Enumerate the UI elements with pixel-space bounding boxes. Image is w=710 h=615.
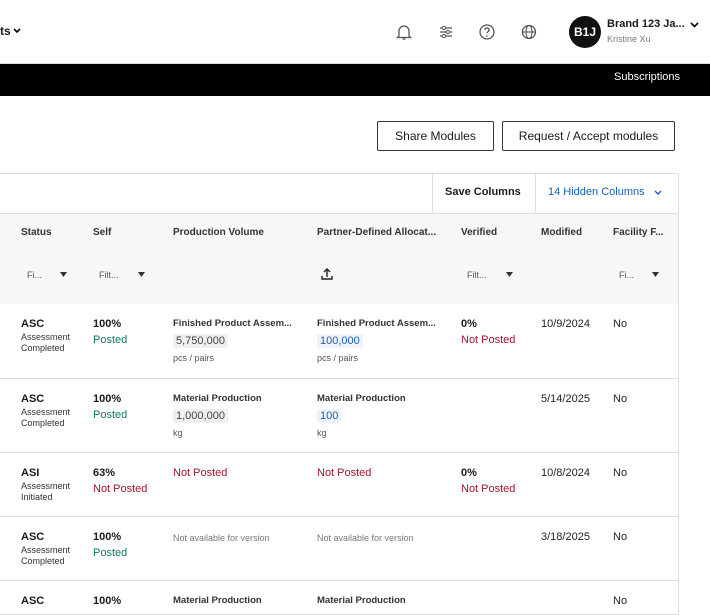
header-row (0, 213, 678, 304)
column-header: Facility F... (613, 227, 664, 238)
volume-label: Material Production (317, 393, 406, 404)
facility: No (613, 531, 628, 543)
modified-date: 3/18/2025 (541, 531, 590, 543)
facility: No (613, 393, 628, 405)
upload-icon[interactable] (319, 266, 335, 282)
volume-unit: pcs / pairs (317, 353, 359, 363)
chevron (690, 22, 699, 28)
filter-input[interactable]: Fi... (27, 270, 42, 280)
chevron (13, 28, 21, 34)
volume-state: Not Posted (173, 467, 228, 479)
column-header: Modified (541, 227, 583, 238)
modified-date: 10/8/2024 (541, 467, 590, 479)
volume-unit: kg (173, 428, 183, 438)
action-button[interactable]: Request / Accept modules (502, 121, 675, 151)
status-code: ASC (21, 531, 45, 543)
volume-value: 1,000,000 (173, 409, 228, 423)
row-divider (0, 378, 678, 379)
column-header: Status (21, 227, 52, 238)
volume-label: Material Production (317, 595, 406, 606)
row-divider (0, 516, 678, 517)
status-desc: Assessment Completed (21, 332, 71, 353)
column-header: Self (93, 227, 112, 238)
volume-unit: pcs / pairs (173, 353, 215, 363)
volume-label: Finished Product Assem... (317, 318, 436, 329)
verified-state: Not Posted (461, 334, 516, 346)
volume-note: Not available for version (317, 533, 414, 543)
filter-arrow (60, 272, 67, 277)
save-columns[interactable]: Save Columns (445, 186, 521, 198)
filter-input[interactable]: Fi... (619, 270, 634, 280)
filter-arrow (506, 272, 513, 277)
column-header: Production Volume (173, 227, 264, 238)
subnav-bar (0, 64, 710, 96)
verified-pct: 0% (461, 467, 477, 479)
volume-value: 100,000 (317, 334, 363, 348)
status-code: ASC (21, 393, 45, 405)
verified-pct: 0% (461, 318, 477, 330)
facility: No (613, 318, 628, 330)
volume-label: Finished Product Assem... (173, 318, 292, 329)
bell-icon[interactable] (395, 23, 413, 41)
account-name[interactable]: Brand 123 Ja... (607, 18, 685, 30)
volume-note: Not available for version (173, 533, 270, 543)
status-code: ASI (21, 467, 40, 479)
filter-input[interactable]: Filt... (467, 270, 487, 280)
hidden-columns[interactable]: 14 Hidden Columns (548, 186, 645, 198)
volume-label: Material Production (173, 595, 262, 606)
column-header: Verified (461, 227, 498, 238)
filter-input[interactable]: Filt... (99, 270, 119, 280)
facility: No (613, 595, 628, 607)
self-pct: 100% (93, 393, 122, 405)
chevron (654, 190, 662, 195)
settings-icon[interactable] (437, 23, 455, 41)
self-state: Posted (93, 334, 128, 346)
self-pct: 100% (93, 318, 122, 330)
volume-unit: kg (317, 428, 327, 438)
volume-state: Not Posted (317, 467, 372, 479)
filter-arrow (138, 272, 145, 277)
volume-value: 5,750,000 (173, 334, 228, 348)
status-code: ASC (21, 595, 45, 607)
self-pct: 100% (93, 531, 122, 543)
modified-date: 10/9/2024 (541, 318, 590, 330)
globe-icon[interactable] (520, 23, 538, 41)
row-divider (0, 580, 678, 581)
nav-item[interactable]: ts (0, 24, 11, 38)
status-code: ASC (21, 318, 45, 330)
action-button[interactable]: Share Modules (377, 121, 494, 151)
modified-date: 5/14/2025 (541, 393, 590, 405)
self-state: Not Posted (93, 483, 148, 495)
subnav-link[interactable]: Subscriptions (614, 71, 681, 83)
volume-label: Material Production (173, 393, 262, 404)
user-name: Kristine Xu (607, 34, 651, 44)
self-state: Posted (93, 409, 128, 421)
column-header: Partner-Defined Allocat... (317, 227, 437, 238)
filter-arrow (652, 272, 659, 277)
status-desc: Assessment Completed (21, 545, 71, 566)
volume-value: 100 (317, 409, 342, 423)
status-desc: Assessment Completed (21, 407, 71, 428)
self-pct: 63% (93, 467, 116, 479)
toolbar-cell (432, 174, 536, 213)
self-state: Posted (93, 547, 128, 559)
facility: No (613, 467, 628, 479)
top-nav (0, 0, 710, 64)
row-divider (0, 452, 678, 453)
help-icon[interactable] (478, 23, 496, 41)
avatar[interactable]: B1J (569, 16, 601, 48)
status-desc: Assessment Initiated (21, 481, 71, 502)
verified-state: Not Posted (461, 483, 516, 495)
self-pct: 100% (93, 595, 122, 607)
